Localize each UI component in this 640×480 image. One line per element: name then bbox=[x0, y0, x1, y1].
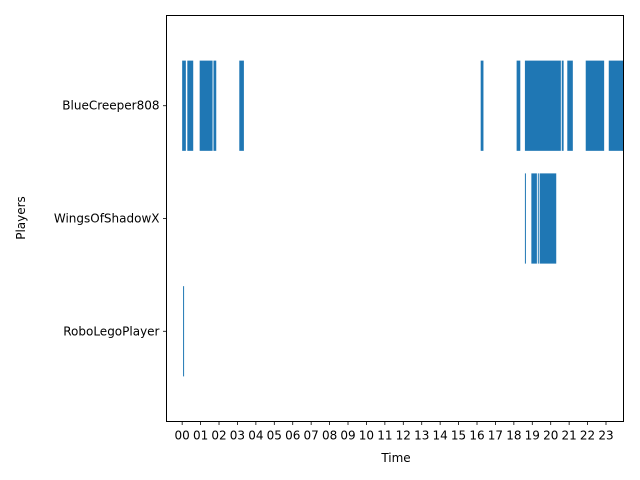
bar-WingsOfShadowX-0 bbox=[524, 173, 526, 264]
bar-BlueCreeper808-0 bbox=[182, 60, 186, 151]
x-tick-label: 05 bbox=[267, 429, 282, 443]
x-tick-label: 14 bbox=[433, 429, 448, 443]
x-tick-label: 00 bbox=[175, 429, 190, 443]
y-tick-label: RoboLegoPlayer bbox=[63, 324, 159, 338]
y-axis-label: Players bbox=[14, 196, 28, 240]
bar-BlueCreeper808-2 bbox=[199, 60, 213, 151]
bar-BlueCreeper808-3 bbox=[213, 60, 217, 151]
x-tick-label: 17 bbox=[488, 429, 503, 443]
x-tick-label: 13 bbox=[414, 429, 429, 443]
bar-RoboLegoPlayer-0 bbox=[183, 286, 185, 377]
bar-BlueCreeper808-5 bbox=[480, 60, 484, 151]
y-tick-label: WingsOfShadowX bbox=[54, 212, 160, 226]
x-tick-label: 11 bbox=[377, 429, 392, 443]
x-tick-label: 10 bbox=[359, 429, 374, 443]
bar-BlueCreeper808-8 bbox=[561, 60, 564, 151]
bar-BlueCreeper808-4 bbox=[239, 60, 244, 151]
bar-BlueCreeper808-11 bbox=[608, 60, 624, 151]
bar-BlueCreeper808-6 bbox=[516, 60, 521, 151]
x-tick-label: 16 bbox=[469, 429, 484, 443]
x-tick-label: 22 bbox=[580, 429, 595, 443]
x-tick-label: 01 bbox=[193, 429, 208, 443]
x-tick-label: 04 bbox=[248, 429, 263, 443]
bars-layer bbox=[182, 60, 624, 377]
bar-BlueCreeper808-10 bbox=[585, 60, 605, 151]
x-tick-label: 08 bbox=[322, 429, 337, 443]
bar-WingsOfShadowX-1 bbox=[531, 173, 537, 264]
y-tick-label: BlueCreeper808 bbox=[62, 99, 159, 113]
x-tick-label: 02 bbox=[211, 429, 226, 443]
bar-BlueCreeper808-9 bbox=[567, 60, 573, 151]
bar-WingsOfShadowX-3 bbox=[539, 173, 557, 264]
x-tick-label: 12 bbox=[396, 429, 411, 443]
y-axis-ticks: BlueCreeper808 WingsOfShadowX RoboLegoPlay… bbox=[54, 99, 167, 338]
x-tick-label: 23 bbox=[598, 429, 613, 443]
x-tick-label: 15 bbox=[451, 429, 466, 443]
x-tick-label: 19 bbox=[525, 429, 540, 443]
x-tick-label: 20 bbox=[543, 429, 558, 443]
x-tick-label: 03 bbox=[230, 429, 245, 443]
x-tick-label: 18 bbox=[506, 429, 521, 443]
x-axis-label: Time bbox=[380, 451, 410, 465]
x-axis-ticks: 00 01 02 03 04 05 06 07 08 09 10 11 12 13 14 15 16 17 18 19… bbox=[175, 421, 614, 443]
bar-WingsOfShadowX-2 bbox=[537, 173, 539, 264]
x-tick-label: 07 bbox=[304, 429, 319, 443]
x-tick-label: 09 bbox=[340, 429, 355, 443]
bar-BlueCreeper808-1 bbox=[187, 60, 194, 151]
x-tick-label: 21 bbox=[561, 429, 576, 443]
x-tick-label: 06 bbox=[285, 429, 300, 443]
bar-BlueCreeper808-7 bbox=[524, 60, 561, 151]
